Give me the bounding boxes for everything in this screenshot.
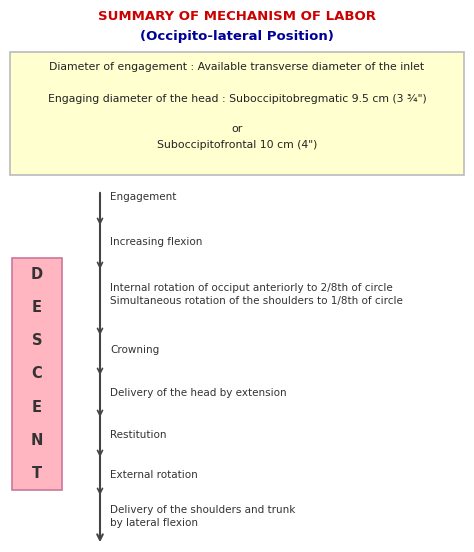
Text: Engagement: Engagement [110,192,176,202]
Text: C: C [32,367,42,381]
FancyBboxPatch shape [12,258,62,490]
Text: Restitution: Restitution [110,430,166,440]
Text: N: N [31,433,43,448]
Text: Crowning: Crowning [110,345,159,355]
Text: Diameter of engagement : Available transverse diameter of the inlet: Diameter of engagement : Available trans… [49,62,425,72]
FancyBboxPatch shape [10,52,464,175]
Text: Delivery of the head by extension: Delivery of the head by extension [110,388,287,398]
Text: Internal rotation of occiput anteriorly to 2/8th of circle
Simultaneous rotation: Internal rotation of occiput anteriorly … [110,283,403,306]
Text: Engaging diameter of the head : Suboccipitobregmatic 9.5 cm (3 ¾"): Engaging diameter of the head : Suboccip… [47,94,427,104]
Text: Delivery of the shoulders and trunk
by lateral flexion: Delivery of the shoulders and trunk by l… [110,505,295,528]
Text: T: T [32,466,42,481]
Text: E: E [32,300,42,315]
Text: Suboccipitofrontal 10 cm (4"): Suboccipitofrontal 10 cm (4") [157,140,317,150]
Text: E: E [32,400,42,415]
Text: Increasing flexion: Increasing flexion [110,237,202,247]
Text: SUMMARY OF MECHANISM OF LABOR: SUMMARY OF MECHANISM OF LABOR [98,10,376,23]
Text: External rotation: External rotation [110,470,198,480]
Text: S: S [32,333,42,348]
Text: or: or [231,124,243,134]
Text: (Occipito-lateral Position): (Occipito-lateral Position) [140,30,334,43]
Text: D: D [31,267,43,282]
